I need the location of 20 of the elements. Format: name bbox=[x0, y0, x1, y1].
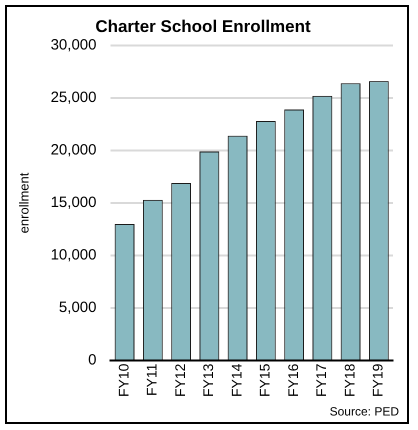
y-tick-label: 25,000 bbox=[50, 89, 96, 106]
y-tick-label: 15,000 bbox=[50, 194, 96, 212]
x-tick-label: FY17 bbox=[313, 363, 330, 398]
y-tick-label: 20,000 bbox=[50, 142, 96, 159]
x-tick-label: FY12 bbox=[172, 363, 188, 398]
y-tick-label: 30,000 bbox=[50, 36, 96, 54]
y-tick-label: 5,000 bbox=[58, 299, 96, 316]
chart-title: Charter School Enrollment bbox=[95, 16, 312, 36]
x-tick-label: FY16 bbox=[284, 363, 301, 398]
x-tick-label: FY19 bbox=[370, 363, 386, 398]
x-tick-label: FY11 bbox=[144, 363, 160, 396]
y-axis-title: enrollment bbox=[16, 172, 32, 234]
x-tick-label: FY15 bbox=[256, 363, 273, 398]
y-tick-label: 10,000 bbox=[50, 246, 96, 264]
x-tick-label: FY18 bbox=[341, 363, 358, 398]
x-tick-label: FY13 bbox=[200, 363, 216, 398]
x-tick-label: FY10 bbox=[115, 363, 132, 398]
x-tick-label: FY14 bbox=[228, 363, 244, 398]
y-tick-label: 0 bbox=[88, 352, 96, 369]
source-note: Source: PED bbox=[330, 404, 400, 418]
